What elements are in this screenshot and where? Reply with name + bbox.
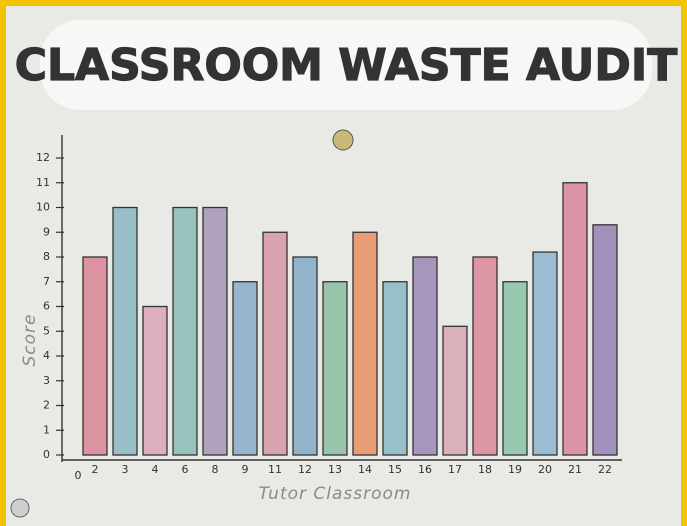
bar bbox=[293, 257, 317, 455]
pin bbox=[333, 130, 353, 150]
x-tick-label: 11 bbox=[268, 463, 282, 476]
bar bbox=[413, 257, 437, 455]
x-tick-label: 8 bbox=[212, 463, 219, 476]
y-tick-label: 0 bbox=[43, 448, 50, 461]
y-tick-label: 2 bbox=[43, 399, 50, 412]
y-axis-label: Score bbox=[20, 314, 40, 367]
y-tick-label: 3 bbox=[43, 374, 50, 387]
bar bbox=[503, 282, 527, 455]
x-tick-label: 13 bbox=[328, 463, 342, 476]
y-tick-label: 9 bbox=[43, 225, 50, 238]
bar bbox=[533, 252, 557, 455]
x-tick-label: 16 bbox=[418, 463, 432, 476]
bar bbox=[83, 257, 107, 455]
x-tick-label: 12 bbox=[298, 463, 312, 476]
bar bbox=[113, 208, 137, 456]
y-tick-label: 11 bbox=[36, 176, 50, 189]
bar bbox=[563, 183, 587, 455]
chart-title: CLASSROOM WASTE AUDIT bbox=[15, 40, 678, 91]
origin-label: 0 bbox=[75, 469, 82, 482]
x-tick-label: 14 bbox=[358, 463, 372, 476]
bar bbox=[443, 326, 467, 455]
y-tick-label: 12 bbox=[36, 151, 50, 164]
y-tick-label: 6 bbox=[43, 300, 50, 313]
x-tick-label: 21 bbox=[568, 463, 582, 476]
x-axis-label: Tutor Classroom bbox=[259, 484, 412, 504]
x-tick-label: 17 bbox=[448, 463, 462, 476]
chart: CLASSROOM WASTE AUDIT Score Tutor Classr… bbox=[0, 0, 687, 526]
bar bbox=[173, 208, 197, 456]
bar bbox=[383, 282, 407, 455]
x-tick-label: 19 bbox=[508, 463, 522, 476]
bar bbox=[473, 257, 497, 455]
y-tick-label: 1 bbox=[43, 423, 50, 436]
y-tick-label: 5 bbox=[43, 324, 50, 337]
y-tick-label: 7 bbox=[43, 275, 50, 288]
bar bbox=[263, 232, 287, 455]
x-tick-label: 18 bbox=[478, 463, 492, 476]
x-tick-label: 3 bbox=[122, 463, 129, 476]
y-tick-label: 10 bbox=[36, 201, 50, 214]
x-tick-label: 2 bbox=[92, 463, 99, 476]
bar bbox=[203, 208, 227, 456]
bar bbox=[233, 282, 257, 455]
x-tick-label: 9 bbox=[242, 463, 249, 476]
x-tick-label: 6 bbox=[182, 463, 189, 476]
pin bbox=[11, 499, 29, 517]
x-tick-label: 4 bbox=[152, 463, 159, 476]
x-tick-label: 20 bbox=[538, 463, 552, 476]
bar bbox=[353, 232, 377, 455]
bar bbox=[593, 225, 617, 455]
y-tick-label: 8 bbox=[43, 250, 50, 263]
y-tick-label: 4 bbox=[43, 349, 50, 362]
bar bbox=[323, 282, 347, 455]
x-tick-label: 22 bbox=[598, 463, 612, 476]
x-tick-label: 15 bbox=[388, 463, 402, 476]
bar bbox=[143, 307, 167, 456]
